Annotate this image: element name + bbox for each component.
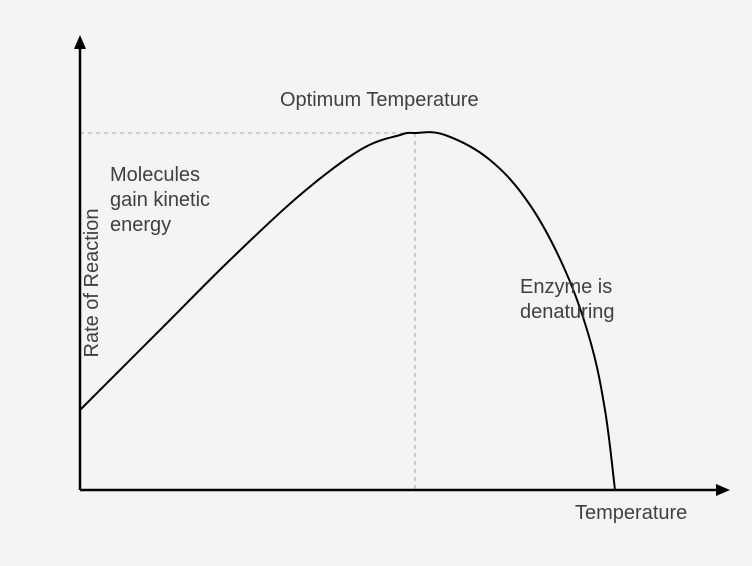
x-axis-arrow bbox=[716, 484, 730, 496]
annotation-denaturing: Enzyme is denaturing bbox=[520, 275, 615, 325]
chart-container: Rate of Reaction Temperature Optimum Tem… bbox=[0, 0, 752, 566]
annotation-optimum: Optimum Temperature bbox=[280, 88, 479, 113]
annotation-molecules: Molecules gain kinetic energy bbox=[110, 163, 210, 238]
y-axis-label: Rate of Reaction bbox=[81, 209, 104, 358]
x-axis-label: Temperature bbox=[575, 502, 687, 525]
chart-svg bbox=[0, 0, 752, 566]
y-axis-arrow bbox=[74, 35, 86, 49]
